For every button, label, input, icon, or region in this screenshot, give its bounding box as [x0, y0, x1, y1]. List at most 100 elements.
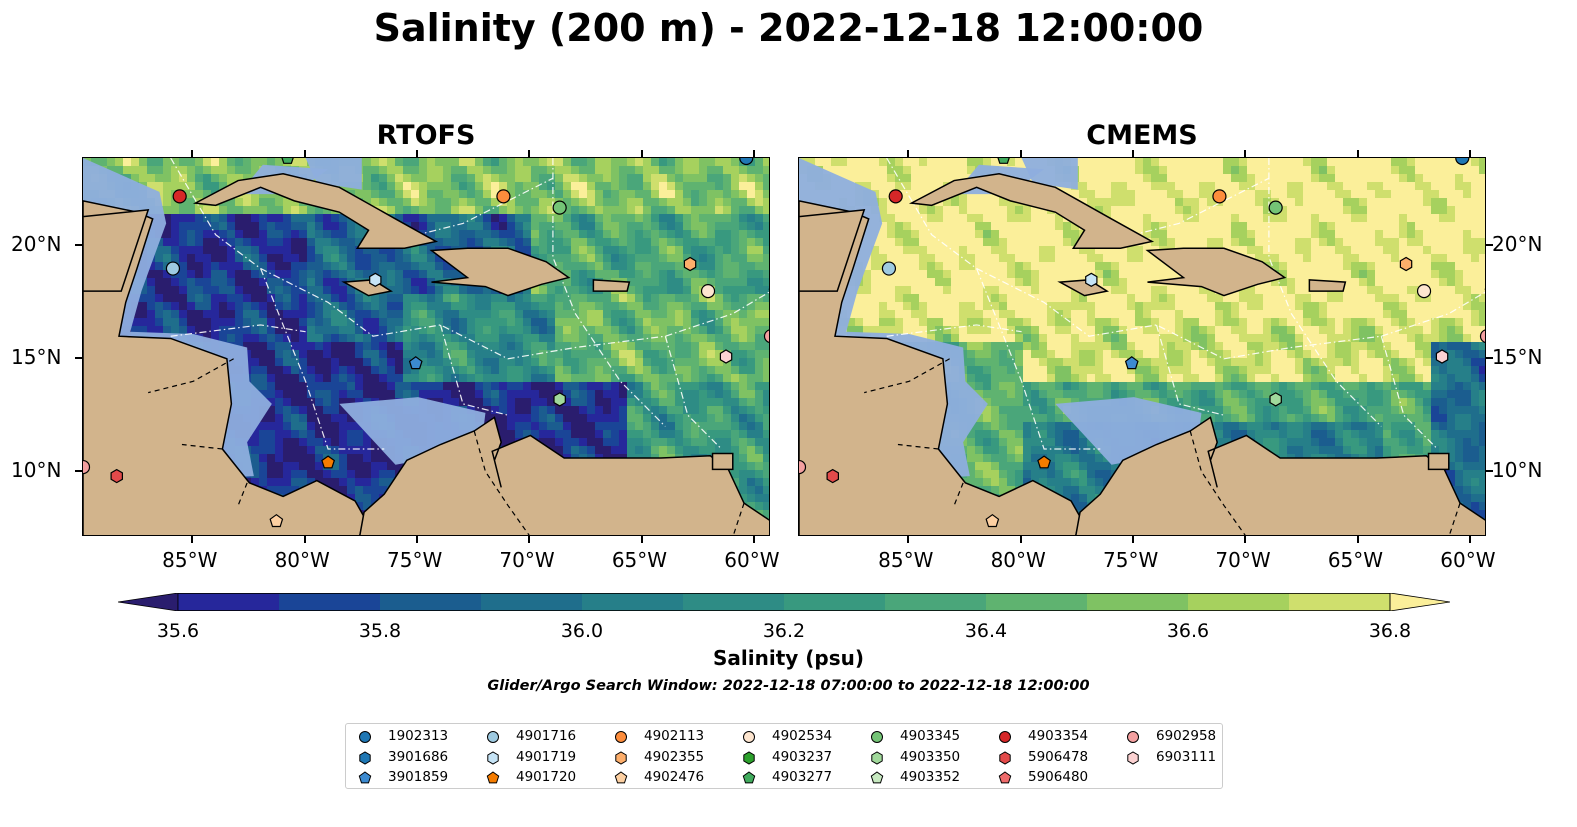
lat-tick-label: 15°N [1492, 344, 1543, 369]
legend-marker-circle-icon [1127, 731, 1139, 743]
country-border-0 [864, 358, 950, 394]
colorbar-tick-label: 36.4 [964, 620, 1008, 642]
shelf-area-3 [305, 158, 362, 190]
lat-tick-mark [1486, 356, 1493, 359]
colorbar-bin [1087, 593, 1189, 611]
lon-tick-mark [907, 536, 910, 543]
country-border-2 [237, 482, 248, 506]
float-marker-1902313 [1455, 158, 1470, 166]
float-marker-4903277 [281, 158, 294, 164]
lon-tick-mark [303, 150, 306, 157]
float-marker-6903111 [1435, 349, 1449, 364]
lon-tick-mark [907, 150, 910, 157]
legend-marker-hexagon-icon [359, 750, 371, 765]
lon-tick-mark [1019, 150, 1022, 157]
lon-tick-mark [1132, 536, 1134, 543]
country-border-2 [953, 482, 964, 506]
float-marker-5906478 [826, 468, 839, 484]
legend-label: 4903277 [772, 769, 833, 785]
lon-tick-mark [640, 536, 643, 543]
legend-marker-pentagon-icon [998, 771, 1012, 784]
float-marker-4903350 [1269, 392, 1282, 407]
lon-tick-label: 60°W [724, 548, 780, 572]
eez-boundary-0 [170, 158, 769, 360]
legend-label: 4903345 [900, 728, 961, 744]
colorbar-tick-label: 36.0 [560, 620, 604, 642]
land-trinidad [1427, 452, 1450, 471]
land-puerto-rico [592, 279, 631, 292]
lon-tick-label: 75°W [1103, 548, 1159, 572]
lon-tick-mark [1019, 536, 1022, 543]
lon-tick-label: 85°W [162, 548, 218, 572]
legend-label: 3901859 [388, 769, 449, 785]
colorbar-extend-max [1389, 592, 1451, 612]
lat-tick-mark [75, 356, 82, 359]
eez-boundary-1 [260, 268, 385, 450]
map-panel-rtofs [82, 157, 770, 536]
legend-label: 6902958 [1156, 728, 1217, 744]
colorbar-bin [683, 593, 785, 611]
lat-tick-mark [75, 243, 82, 246]
float-marker-4901716 [881, 261, 897, 276]
panel-title-rtofs: RTOFS [376, 120, 476, 151]
country-border-1 [897, 443, 939, 450]
float-marker-4901716 [165, 261, 181, 276]
colorbar-bin [885, 593, 987, 611]
legend-marker-hexagon-icon [487, 750, 499, 765]
colorbar-tick-label: 35.8 [358, 620, 402, 642]
colorbar-tick-label: 36.6 [1166, 620, 1210, 642]
country-border-1 [181, 443, 223, 450]
float-marker-6903111 [719, 349, 733, 364]
legend-marker-pentagon-icon [486, 771, 500, 784]
shelf-area-3 [1021, 158, 1078, 190]
colorbar-tick-label: 36.2 [762, 620, 806, 642]
float-marker-4903352 [1484, 288, 1485, 291]
colorbar-bin [1289, 593, 1391, 611]
float-marker-4903352 [768, 288, 769, 291]
lon-tick-mark [191, 536, 194, 543]
land-puerto-rico [1308, 279, 1347, 292]
legend-label: 5906480 [1028, 769, 1089, 785]
float-marker-4901720 [1037, 455, 1052, 469]
legend-label: 4903350 [900, 748, 961, 765]
eez-boundary-1 [976, 268, 1101, 450]
legend-label: 3901686 [388, 748, 449, 765]
eez-boundary-0 [886, 158, 1485, 360]
float-marker-4901720 [321, 455, 336, 469]
legend-label: 4901720 [516, 769, 577, 785]
lon-tick-label: 80°W [990, 548, 1046, 572]
float-marker-6902958 [799, 459, 807, 475]
legend-marker-hexagon-icon [871, 750, 883, 765]
eez-boundary-3 [1268, 158, 1382, 427]
lon-tick-label: 65°W [611, 548, 668, 572]
legend-marker-pentagon-icon [614, 771, 628, 784]
legend-label: 4902355 [644, 748, 705, 765]
panel-title-cmems: CMEMS [1086, 120, 1198, 151]
colorbar-bin [582, 593, 684, 611]
legend-label: 4902534 [772, 728, 833, 744]
lon-tick-mark [416, 536, 418, 543]
lon-tick-label: 80°W [274, 548, 330, 572]
search-window-caption: Glider/Argo Search Window: 2022-12-18 07… [487, 678, 1090, 694]
lon-tick-label: 75°W [387, 548, 443, 572]
float-marker-4902355 [683, 256, 697, 272]
lat-tick-mark [75, 469, 82, 472]
eez-boundary-5 [886, 324, 1022, 337]
lon-tick-mark [528, 150, 531, 157]
figure-title: Salinity (200 m) - 2022-12-18 12:00:00 [373, 6, 1204, 50]
colorbar-extend-min [117, 592, 179, 612]
float-marker-4903354 [172, 189, 187, 204]
lon-tick-label: 70°W [499, 548, 555, 572]
colorbar-bin [784, 593, 886, 611]
float-marker-5906478 [110, 468, 123, 484]
colorbar-bin [481, 593, 583, 611]
legend-label: 4902113 [644, 728, 705, 744]
legend-marker-circle-icon [487, 731, 499, 743]
country-border-0 [148, 358, 234, 394]
legend-marker-circle-icon [615, 731, 627, 743]
land-trinidad [711, 452, 734, 471]
lon-tick-label: 65°W [1327, 548, 1384, 572]
float-marker-4902534 [700, 284, 716, 299]
float-marker-6902958 [83, 459, 91, 475]
lon-tick-mark [1244, 536, 1247, 543]
